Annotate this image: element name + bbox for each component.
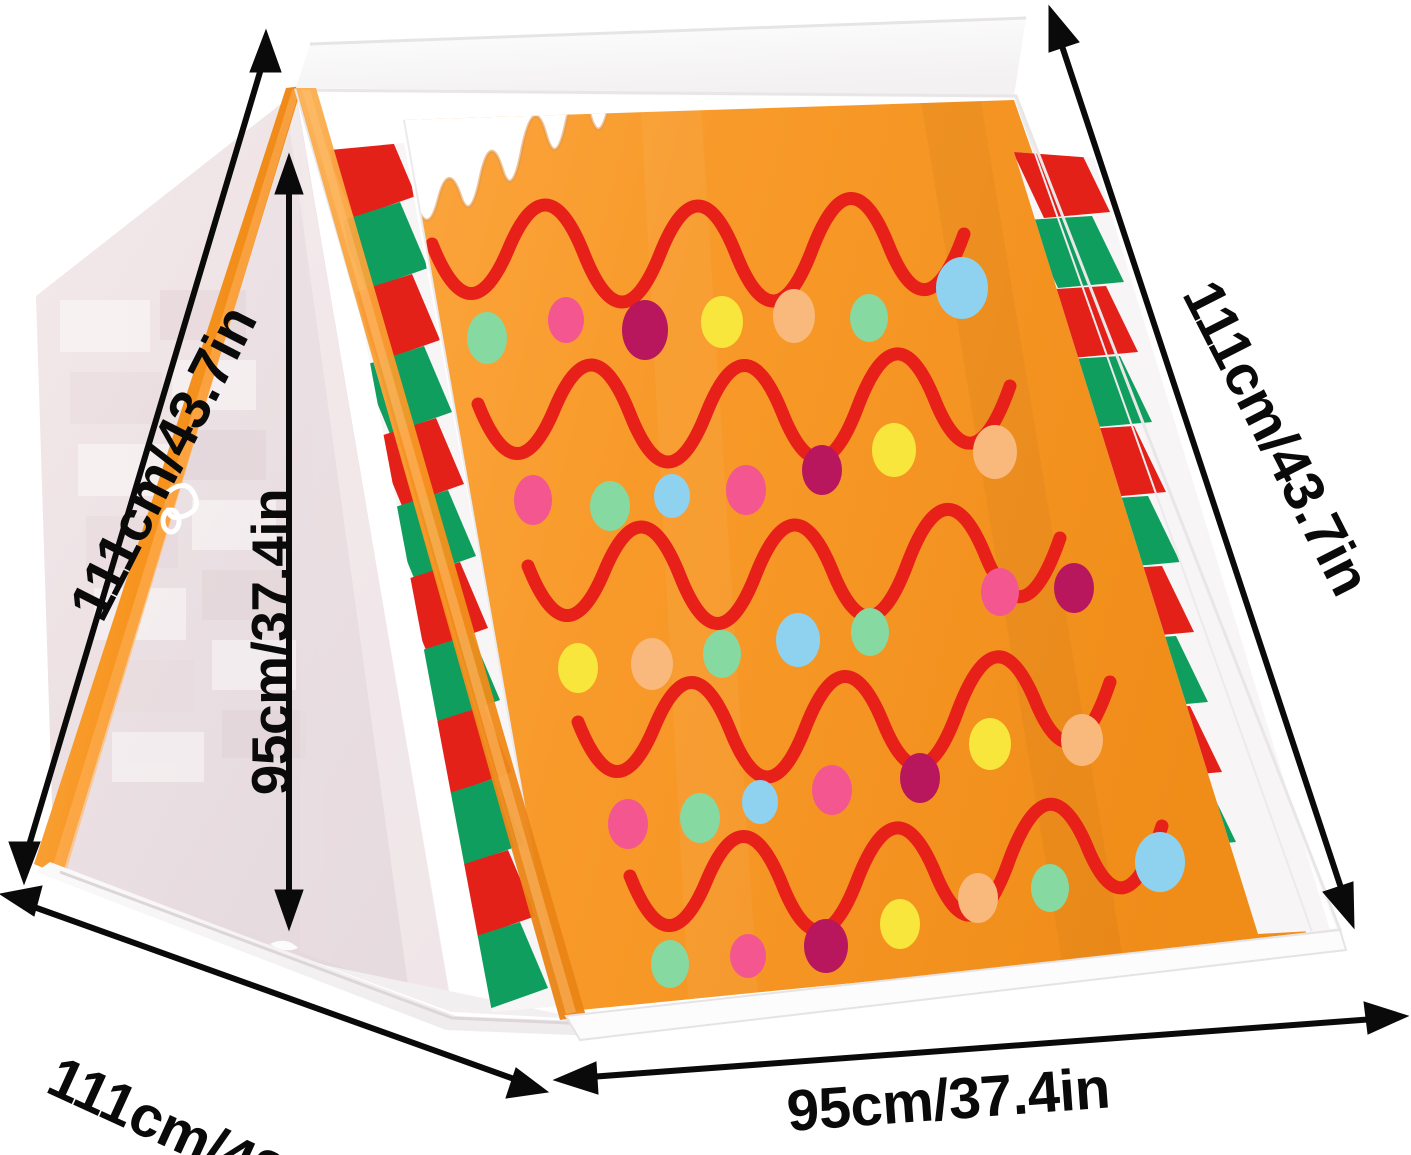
arrow-slant-left — [8, 28, 282, 886]
garland-row — [571, 650, 1117, 849]
arrow-slant-right — [1048, 4, 1355, 930]
arrow-height — [274, 152, 304, 932]
tent-front-panel — [293, 88, 1343, 1022]
garland-row — [521, 502, 1094, 693]
door-edge-highlight — [52, 89, 300, 872]
dimension-arrows — [0, 4, 1410, 1099]
arrow-width — [552, 1001, 1410, 1095]
front-bottom-trim — [564, 928, 1348, 1042]
garland-row — [623, 797, 1185, 988]
front-panel-print — [404, 100, 1308, 1012]
dimension-label-height: 95cm/37.4in — [240, 488, 303, 796]
tent-roof-ridge — [296, 16, 1027, 96]
tent-hook-icon — [160, 483, 199, 535]
garland-row — [425, 192, 988, 364]
arrow-depth — [0, 885, 550, 1099]
garland-row — [471, 347, 1017, 531]
pole-highlight — [302, 90, 576, 1014]
tent-floor — [36, 862, 600, 1036]
floor-trim — [36, 862, 600, 1036]
ridge-face — [296, 18, 1026, 96]
